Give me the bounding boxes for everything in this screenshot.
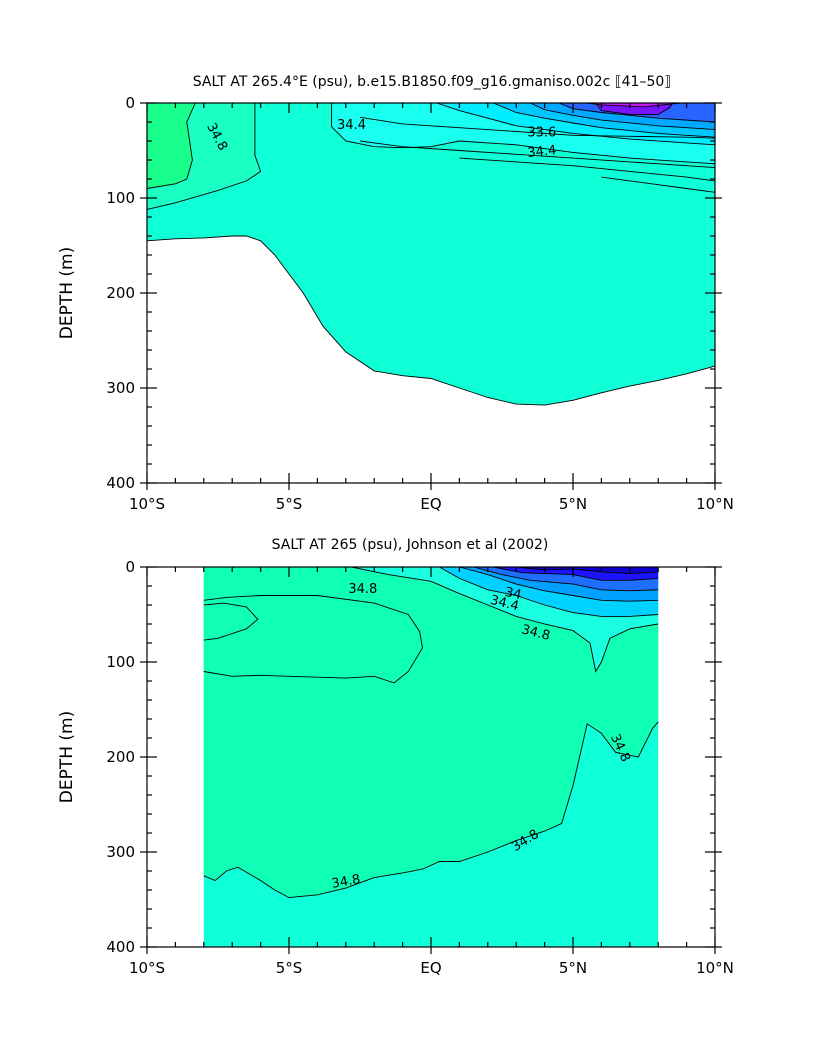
- y-tick-label: 200: [106, 748, 135, 766]
- fill-region-34.0-34.2: [459, 567, 659, 602]
- contour-line-34.8: [146, 103, 262, 210]
- contour-line-32.8: [587, 102, 681, 108]
- y-tick-label: 100: [106, 653, 135, 671]
- contour-line-34.5: [459, 157, 716, 182]
- contour-line-34.8: [351, 566, 659, 673]
- contour-line-34.0: [530, 102, 716, 131]
- contour-label-text: 34.8: [520, 622, 552, 644]
- panel-top-ticks: 10°S 5°S EQ 5°N 10°N 0 100 200 300 400: [106, 94, 734, 513]
- contour-label: 34: [503, 585, 522, 603]
- contour-line-34.8: [203, 595, 423, 684]
- fill-region-34.8+: [147, 103, 196, 189]
- y-tick-label: 400: [106, 938, 135, 956]
- contour-label-text: 34: [503, 585, 522, 603]
- contour-line-34.4: [459, 566, 659, 602]
- contour-line-34.6: [601, 176, 716, 193]
- contour-line-34.7: [146, 235, 716, 406]
- panel-bottom-contours: [203, 566, 659, 899]
- panel-top-ylabel: DEPTH (m): [57, 247, 77, 339]
- panel-top-title: SALT AT 265.4°E (psu), b.e15.B1850.f09_g…: [193, 74, 671, 90]
- x-tick-label: EQ: [420, 495, 441, 513]
- y-tick-label: 400: [106, 474, 135, 492]
- panel-bottom-ylabel: DEPTH (m): [57, 711, 77, 803]
- y-tick-label: 0: [125, 558, 135, 576]
- fill-region-34.0-34.2: [530, 103, 715, 130]
- y-tick-label: 300: [106, 843, 135, 861]
- y-tick-label: 0: [125, 94, 135, 112]
- contour-line-33.8: [516, 566, 659, 575]
- x-tick-label: 5°S: [276, 495, 303, 513]
- x-tick-label: 10°N: [696, 959, 734, 977]
- contour-line-34.9: [203, 602, 259, 641]
- fill-region-34.5-34.6: [331, 103, 715, 164]
- contour-line-34.2: [493, 102, 716, 138]
- contour-label: 34.8: [331, 872, 362, 892]
- x-tick-label: EQ: [420, 959, 441, 977]
- fill-region-34.6-34.8: [203, 567, 659, 898]
- panel-bottom: SALT AT 265 (psu), Johnson et al (2002) …: [57, 537, 734, 977]
- x-tick-label: 5°N: [559, 495, 587, 513]
- panel-bottom-ticks: 10°S 5°S EQ 5°N 10°N 0 100 200 300 400: [106, 558, 734, 977]
- contour-label: 34.8: [520, 622, 552, 644]
- contour-line-33.0: [595, 102, 673, 115]
- contour-label-text: 34.8: [331, 872, 362, 892]
- panel-top: SALT AT 265.4°E (psu), b.e15.B1850.f09_g…: [57, 74, 734, 513]
- x-tick-label: 10°S: [129, 959, 165, 977]
- contour-label-text: 33.6: [527, 126, 556, 141]
- contour-line-34.2: [473, 566, 659, 592]
- contour-line-33.8: [558, 102, 716, 123]
- panel-bottom-title: SALT AT 265 (psu), Johnson et al (2002): [272, 537, 549, 553]
- y-tick-label: 100: [106, 189, 135, 207]
- contour-line-34.6: [439, 566, 659, 617]
- contour-label: 34.4: [489, 593, 521, 615]
- contour-line-34.0: [493, 566, 659, 581]
- x-tick-label: 5°N: [559, 959, 587, 977]
- y-tick-label: 300: [106, 379, 135, 397]
- contour-label: 34.8: [348, 582, 377, 597]
- x-tick-label: 10°S: [129, 495, 165, 513]
- fill-region-34.6-34.7: [147, 103, 715, 406]
- panel-bottom-fills: [203, 567, 659, 947]
- contour-line-33.6: [359, 116, 716, 139]
- contour-line-34.7: [203, 721, 659, 899]
- contour-label-text: 34.4: [489, 593, 521, 615]
- x-tick-label: 10°N: [696, 495, 734, 513]
- fill-region-34.2-34.4: [493, 103, 715, 138]
- contour-line-34.8: [146, 102, 196, 189]
- fill-region-34.4-34.8: [351, 567, 659, 672]
- fill-region-34.7-34.8: [147, 103, 261, 210]
- contour-line-34.4: [436, 102, 716, 146]
- contour-label: 33.6: [527, 126, 556, 141]
- contour-label: 34.4: [527, 143, 557, 161]
- fill-region-<33.0: [587, 103, 681, 107]
- panel-top-contours: [146, 102, 716, 406]
- fill-region-33.8-34.0: [473, 567, 659, 591]
- contour-label-text: 34.4: [527, 143, 557, 161]
- x-tick-label: 5°S: [276, 959, 303, 977]
- contour-label-text: 34.8: [348, 582, 377, 597]
- contour-label: 34.4: [337, 118, 366, 133]
- contour-line-34.6: [331, 103, 716, 165]
- contour-line-34.4: [359, 140, 716, 169]
- y-tick-label: 200: [106, 284, 135, 302]
- fill-region-33.8-34.0: [558, 103, 715, 122]
- contour-label-text: 34.4: [337, 118, 366, 133]
